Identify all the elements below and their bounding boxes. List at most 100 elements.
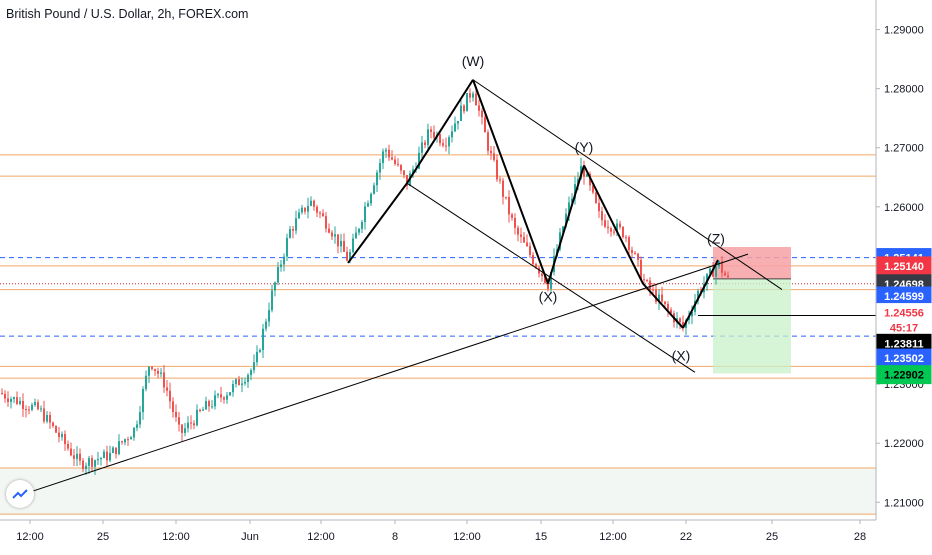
wave-segment[interactable]	[583, 165, 644, 285]
candle-body	[649, 280, 651, 290]
candle-body	[241, 383, 243, 386]
candle-body	[4, 393, 6, 399]
price-badge-bg	[876, 365, 932, 385]
candle-body	[331, 232, 333, 237]
candle-body	[517, 227, 519, 235]
candle-body	[154, 369, 156, 371]
candle-body	[163, 372, 165, 388]
price-badge-text: 1.24556	[884, 308, 924, 320]
wave-segment[interactable]	[347, 182, 408, 264]
support-zone	[0, 468, 876, 515]
candle-body	[442, 143, 444, 146]
price-badge[interactable]: 1.23502	[876, 348, 932, 368]
candle-body	[1, 392, 3, 394]
candle-body	[202, 409, 204, 411]
candle-body	[658, 294, 660, 302]
candle-body	[373, 185, 375, 194]
candle-body	[433, 131, 435, 138]
candle-body	[340, 240, 342, 247]
wave-label: (X)	[539, 288, 558, 304]
candle-body	[646, 280, 648, 282]
candle-body	[103, 451, 105, 459]
candle-body	[625, 237, 627, 239]
candle-body	[721, 261, 723, 273]
candle-body	[145, 375, 147, 390]
price-badge[interactable]: 1.23811	[876, 333, 932, 353]
candle-body	[547, 283, 549, 289]
candle-body	[19, 401, 21, 404]
x-tick-label: 12:00	[16, 531, 44, 543]
candle-body	[106, 451, 108, 461]
candle-body	[139, 412, 141, 425]
candle-body	[379, 163, 381, 173]
candle-body	[568, 202, 570, 214]
candle-body	[193, 423, 195, 426]
price-badge[interactable]: 1.24599	[876, 286, 932, 306]
candle-body	[184, 428, 186, 433]
candle-body	[364, 206, 366, 222]
wave-segment[interactable]	[547, 165, 585, 284]
candle-body	[187, 422, 189, 429]
candle-body	[346, 251, 348, 261]
candle-body	[616, 223, 618, 232]
wave-label: (X)	[672, 347, 691, 363]
price-badge[interactable]: 1.22902	[876, 365, 932, 385]
price-badge[interactable]: 1.24556	[876, 303, 932, 323]
candle-body	[265, 321, 267, 329]
candle-body	[307, 205, 309, 212]
candle-body	[349, 252, 351, 261]
candle-body	[376, 172, 378, 186]
price-badge-text: 1.23811	[884, 338, 923, 350]
candle-body	[655, 289, 657, 302]
take-profit-zone[interactable]	[713, 278, 791, 374]
channel-lower-line[interactable]	[406, 182, 696, 373]
wave-segment[interactable]	[406, 79, 474, 184]
candle-body	[70, 448, 72, 456]
candle-body	[457, 120, 459, 124]
candle-body	[496, 159, 498, 180]
candle-body	[622, 227, 624, 238]
candle-body	[715, 266, 717, 277]
candle-body	[619, 223, 621, 228]
candle-body	[532, 255, 534, 265]
candle-body	[388, 149, 390, 158]
long-trendline[interactable]	[7, 253, 749, 500]
candle-body	[652, 289, 654, 291]
wave-segment[interactable]	[472, 79, 549, 284]
tradingview-logo-icon[interactable]	[6, 480, 34, 508]
wave-segment[interactable]	[642, 282, 684, 329]
chart-title: British Pound / U.S. Dollar, 2h, FOREX.c…	[6, 7, 249, 21]
candle-body	[523, 236, 525, 243]
candle-body	[34, 402, 36, 405]
candle-body	[64, 434, 66, 444]
candle-body	[181, 424, 183, 433]
candle-body	[256, 351, 258, 363]
candle-body	[130, 437, 132, 440]
x-tick-label: 25	[766, 531, 778, 543]
candle-body	[508, 196, 510, 215]
candle-body	[316, 206, 318, 213]
candle-body	[382, 151, 384, 164]
candle-body	[151, 366, 153, 370]
candle-body	[394, 159, 396, 164]
candle-body	[571, 198, 573, 203]
candle-body	[40, 408, 42, 410]
candle-body	[313, 200, 315, 207]
channel-upper-line[interactable]	[472, 79, 783, 290]
price-badge[interactable]: 1.25140	[876, 256, 932, 276]
x-tick-label: 12:00	[599, 531, 627, 543]
candle-body	[52, 422, 54, 426]
wave-label: (W)	[462, 53, 485, 69]
wave-label: (Z)	[707, 230, 725, 246]
price-badge[interactable]: 45:17	[876, 317, 932, 337]
x-tick-label: 12:00	[453, 531, 481, 543]
wave-segment[interactable]	[682, 259, 719, 329]
candle-body	[214, 395, 216, 407]
candle-body	[637, 253, 639, 260]
x-tick-label: 25	[97, 531, 109, 543]
candle-body	[448, 137, 450, 147]
candle-body	[565, 213, 567, 227]
candle-body	[706, 273, 708, 285]
